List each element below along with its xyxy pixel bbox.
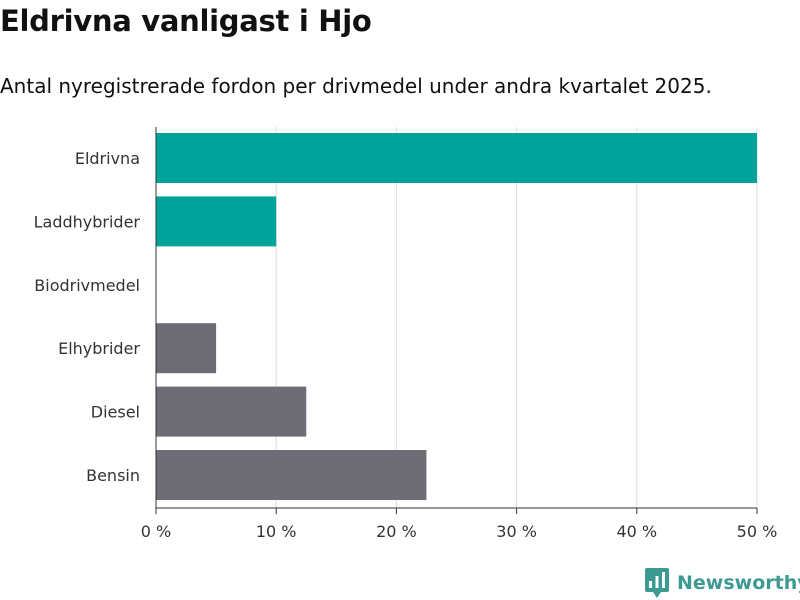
category-label: Elhybrider [58, 339, 140, 358]
category-label: Biodrivmedel [34, 276, 140, 295]
category-label: Eldrivna [75, 149, 140, 168]
brand-logo: Newsworthy [645, 568, 800, 598]
chart-title: Eldrivna vanligast i Hjo [0, 4, 372, 38]
newsworthy-logo-icon [645, 568, 669, 598]
category-label: Bensin [86, 466, 140, 485]
bar [156, 196, 277, 247]
x-tick-label: 20 % [376, 522, 417, 541]
brand-name: Newsworthy [677, 572, 800, 594]
x-tick-label: 30 % [496, 522, 537, 541]
category-label: Laddhybrider [34, 212, 141, 231]
x-tick-label: 10 % [256, 522, 297, 541]
x-tick-label: 50 % [737, 522, 778, 541]
x-tick-label: 40 % [616, 522, 657, 541]
x-tick-label: 0 % [141, 522, 171, 541]
chart-subtitle: Antal nyregistrerade fordon per drivmede… [0, 74, 712, 98]
bar [156, 133, 757, 183]
bar [156, 323, 217, 374]
bar [156, 386, 307, 437]
bar [156, 450, 427, 500]
category-label: Diesel [91, 403, 140, 422]
